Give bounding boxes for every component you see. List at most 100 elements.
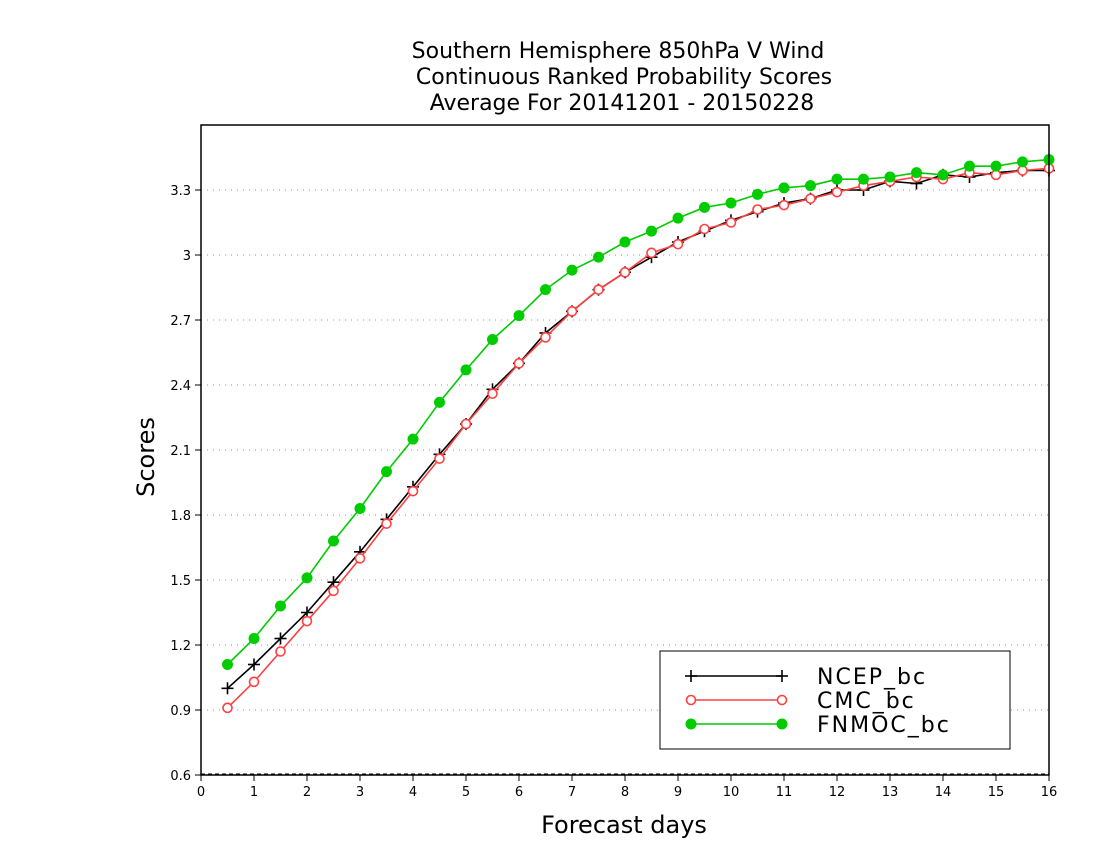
legend-item-ncep-bc: NCEP_bc xyxy=(685,665,927,690)
data-point-fnmoc-bc xyxy=(381,466,392,478)
data-point-cmc-bc xyxy=(407,485,419,497)
series-fnmoc-bc xyxy=(222,154,1055,670)
legend-item-cmc-bc: CMC_bc xyxy=(685,689,916,714)
data-point-ncep-bc xyxy=(248,658,260,671)
data-point-fnmoc-bc xyxy=(990,160,1002,172)
data-point-cmc-bc xyxy=(725,217,737,228)
x-tick-label: 4 xyxy=(409,785,417,800)
legend-marker xyxy=(776,694,788,706)
data-point-cmc-bc xyxy=(566,306,578,317)
x-tick-label: 15 xyxy=(988,785,1005,800)
legend-label: FNMOC_bc xyxy=(817,713,951,738)
series-cmc-bc xyxy=(222,163,1055,714)
data-point-cmc-bc xyxy=(646,247,657,259)
y-axis-ticks: 0.6 0.9 1.2 1.5 1.8 2.1 2.4 2.7 3 3.3 xyxy=(170,184,201,784)
legend-marker xyxy=(685,718,697,730)
series-ncep-bc xyxy=(221,164,1055,695)
data-point-fnmoc-bc xyxy=(778,182,790,194)
data-point-cmc-bc xyxy=(301,615,313,627)
data-point-fnmoc-bc xyxy=(831,173,843,185)
data-point-fnmoc-bc xyxy=(619,236,631,248)
x-tick-label: 0 xyxy=(197,785,205,800)
data-point-cmc-bc xyxy=(513,358,525,369)
data-point-fnmoc-bc xyxy=(460,364,472,376)
x-tick-label: 13 xyxy=(882,785,899,800)
y-tick-label: 1.2 xyxy=(170,639,191,654)
x-tick-label: 12 xyxy=(829,785,846,800)
x-tick-label: 3 xyxy=(356,785,364,800)
data-point-cmc-bc xyxy=(248,676,260,688)
gridlines xyxy=(201,189,1049,775)
y-tick-label: 2.4 xyxy=(170,379,191,394)
chart-title: Southern Hemisphere 850hPa V Wind Contin… xyxy=(412,39,833,116)
x-tick-label: 8 xyxy=(621,785,629,800)
series-layer xyxy=(221,154,1055,714)
x-tick-label: 6 xyxy=(515,785,523,800)
series-line-fnmoc-bc xyxy=(226,158,1050,666)
data-point-cmc-bc xyxy=(460,418,472,430)
legend-label: NCEP_bc xyxy=(817,665,927,690)
data-point-cmc-bc xyxy=(354,553,366,564)
y-tick-label: 0.6 xyxy=(170,769,191,784)
data-point-fnmoc-bc xyxy=(884,171,896,183)
data-point-fnmoc-bc xyxy=(566,264,578,276)
data-point-fnmoc-bc xyxy=(805,180,816,192)
data-point-fnmoc-bc xyxy=(354,503,366,514)
legend-label: CMC_bc xyxy=(817,689,916,714)
legend-marker xyxy=(685,670,697,682)
data-point-ncep-bc xyxy=(221,682,234,695)
chart-title-line-1: Southern Hemisphere 850hPa V Wind xyxy=(412,39,825,64)
data-point-cmc-bc xyxy=(619,267,631,278)
data-point-fnmoc-bc xyxy=(301,572,313,584)
data-point-cmc-bc xyxy=(990,169,1002,181)
x-tick-label: 2 xyxy=(303,785,311,800)
x-tick-label: 10 xyxy=(723,785,740,800)
data-point-cmc-bc xyxy=(752,204,763,215)
data-point-fnmoc-bc xyxy=(858,173,869,185)
x-tick-label: 5 xyxy=(462,785,470,800)
data-point-cmc-bc xyxy=(328,585,339,597)
x-axis-label: Forecast days xyxy=(541,811,707,839)
data-point-fnmoc-bc xyxy=(964,160,975,172)
data-point-fnmoc-bc xyxy=(752,188,763,200)
data-point-fnmoc-bc xyxy=(328,535,339,547)
y-tick-label: 1.5 xyxy=(170,574,191,589)
x-tick-label: 9 xyxy=(674,785,682,800)
data-point-fnmoc-bc xyxy=(513,310,525,322)
data-point-fnmoc-bc xyxy=(672,212,684,224)
x-axis-ticks: 0 1 2 3 4 5 6 7 8 9 10 11 12 13 14 15 16 xyxy=(197,775,1057,800)
y-tick-label: 3.3 xyxy=(170,184,191,199)
data-point-fnmoc-bc xyxy=(937,169,949,181)
data-point-cmc-bc xyxy=(434,453,445,464)
data-point-cmc-bc xyxy=(381,518,392,529)
data-point-fnmoc-bc xyxy=(248,633,260,644)
data-point-cmc-bc xyxy=(540,332,551,343)
y-axis-label: Scores xyxy=(132,417,160,497)
x-tick-label: 7 xyxy=(568,785,576,800)
legend-marker xyxy=(776,670,788,682)
data-point-fnmoc-bc xyxy=(1017,156,1028,168)
y-tick-label: 2.1 xyxy=(170,444,191,459)
data-point-cmc-bc xyxy=(593,284,604,295)
y-tick-label: 1.8 xyxy=(170,509,191,524)
y-tick-label: 0.9 xyxy=(170,704,191,719)
data-point-fnmoc-bc xyxy=(646,225,657,237)
series-line-ncep-bc xyxy=(226,169,1049,689)
data-point-cmc-bc xyxy=(831,186,843,198)
data-point-cmc-bc xyxy=(805,193,816,204)
legend-marker xyxy=(685,694,697,706)
data-point-cmc-bc xyxy=(222,702,233,714)
data-point-fnmoc-bc xyxy=(407,433,419,445)
y-tick-label: 2.7 xyxy=(170,314,191,329)
data-point-cmc-bc xyxy=(275,646,286,657)
data-point-fnmoc-bc xyxy=(593,251,604,263)
x-tick-label: 1 xyxy=(250,785,258,800)
data-point-ncep-bc xyxy=(274,632,287,645)
data-point-fnmoc-bc xyxy=(487,334,498,345)
data-point-cmc-bc xyxy=(778,199,790,211)
data-point-cmc-bc xyxy=(699,223,710,235)
data-point-fnmoc-bc xyxy=(222,659,233,670)
x-tick-label: 11 xyxy=(776,785,793,800)
data-point-fnmoc-bc xyxy=(275,600,286,612)
